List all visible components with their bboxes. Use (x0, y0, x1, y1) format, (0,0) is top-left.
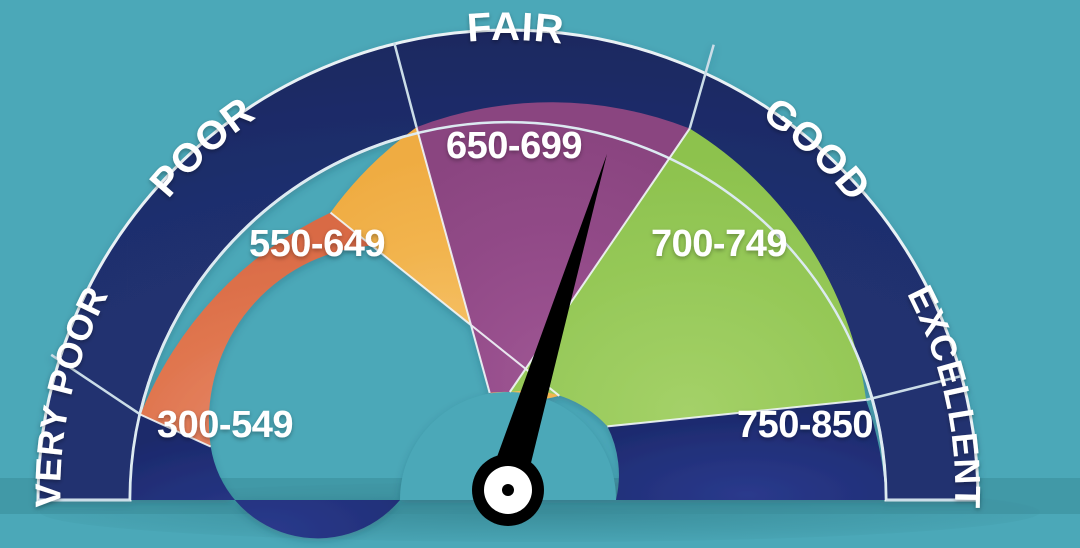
range-label-550-649: 550-649 (249, 223, 385, 265)
gauge-needle[interactable] (472, 154, 607, 526)
sdiv-1 (140, 413, 212, 448)
divider-1 (50, 353, 142, 416)
range-label-650-699: 650-699 (446, 125, 582, 167)
ring-inner-edge (128, 120, 888, 501)
needle-hub-dot (502, 484, 514, 496)
sector-700-749 (509, 128, 867, 427)
range-label-300-549: 300-549 (157, 404, 293, 446)
range-labels: 300-549 550-649 650-699 700-749 750-850 (157, 125, 873, 446)
sdiv-3 (415, 126, 491, 394)
divider-5 (865, 374, 964, 402)
sdiv-2 (329, 211, 560, 397)
ring-dividers (38, 42, 978, 502)
divider-4 (688, 44, 715, 129)
sdiv-5 (607, 398, 867, 428)
divider-3 (393, 42, 418, 128)
sector-very-poor (130, 414, 400, 539)
sector-650-699 (416, 102, 690, 393)
ring-label-fair: FAIR (466, 5, 567, 53)
gauge-body (36, 28, 980, 539)
range-label-700-749: 700-749 (651, 223, 787, 265)
sector-550-649 (330, 127, 560, 401)
needle-pointer[interactable] (489, 154, 607, 479)
range-label-750-850: 750-850 (737, 404, 873, 446)
sector-750-850 (607, 399, 886, 500)
